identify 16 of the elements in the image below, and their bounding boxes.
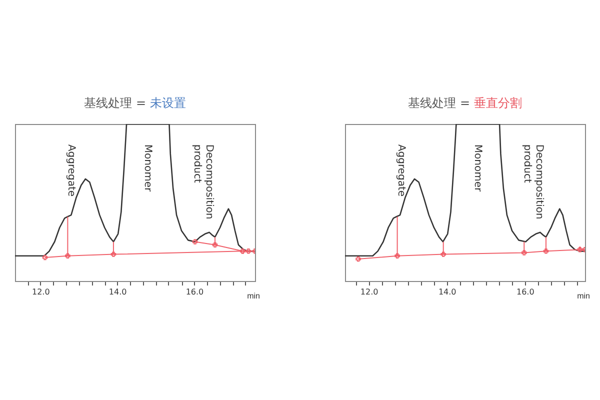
annotation: Aggregate (65, 144, 76, 197)
x-tick-label: 12.0 (360, 288, 378, 296)
annotation: Decomposition product (521, 144, 544, 220)
x-tick-label: 14.0 (108, 288, 127, 296)
x-tick-label: 16.0 (516, 288, 534, 296)
x-tick-label: 12.0 (32, 288, 50, 296)
chart-title: 基线处理 = 未设置 (84, 96, 186, 110)
x-tick-label: 14.0 (438, 288, 456, 296)
annotation: Decomposition product (191, 144, 214, 220)
annotation: Monomer (142, 144, 154, 193)
annotation: Monomer (472, 144, 484, 193)
annotation: Aggregate (395, 144, 406, 197)
x-axis-title: min (577, 292, 590, 300)
x-axis-title: min (247, 292, 260, 300)
x-tick-label: 16.0 (186, 288, 204, 296)
chart-title: 基线处理 = 垂直分割 (408, 96, 522, 110)
